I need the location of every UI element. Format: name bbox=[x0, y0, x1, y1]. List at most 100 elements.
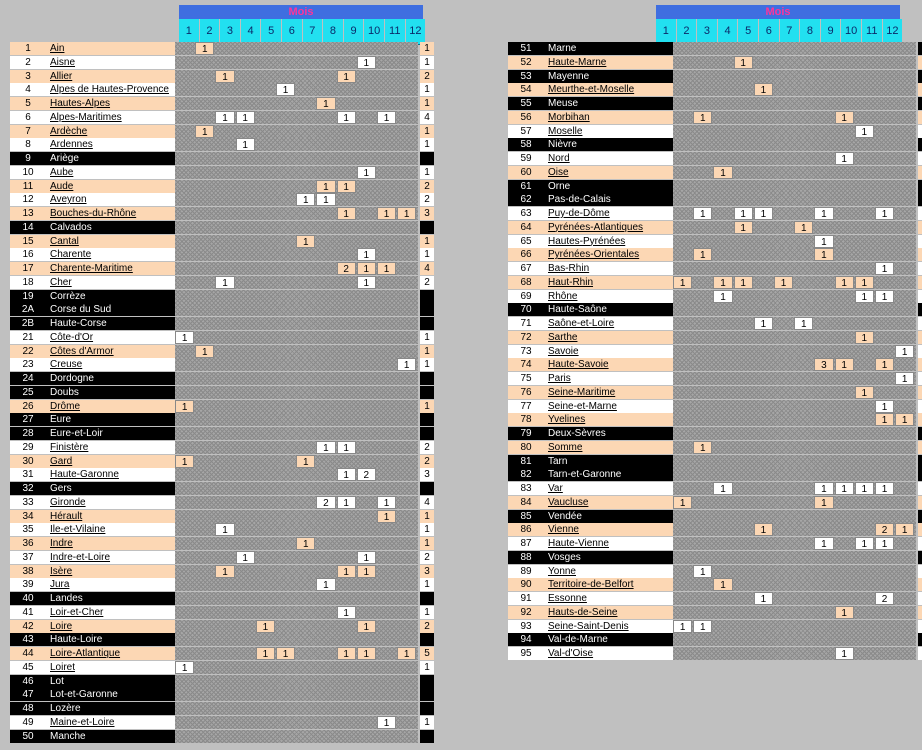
department-link[interactable]: Pyrénées-Orientales bbox=[544, 248, 673, 262]
month-cells: 1 bbox=[673, 124, 916, 138]
month-cell bbox=[794, 331, 813, 344]
month-cell: 1 bbox=[834, 605, 854, 619]
department-link[interactable]: Charente bbox=[46, 248, 175, 262]
department-link[interactable]: Moselle bbox=[544, 124, 673, 138]
department-number: 9 bbox=[10, 152, 46, 165]
row-total: 1 bbox=[918, 152, 922, 165]
month-cell bbox=[814, 633, 833, 646]
department-link[interactable]: Cher bbox=[46, 275, 175, 289]
month-cell: 1 bbox=[854, 289, 874, 303]
department-link[interactable]: Oise bbox=[544, 165, 673, 179]
department-link[interactable]: Alpes de Hautes-Provence bbox=[46, 83, 175, 97]
department-link[interactable]: Jura bbox=[46, 578, 175, 592]
department-link[interactable]: Haute-Marne bbox=[544, 55, 673, 69]
department-link[interactable]: Aveyron bbox=[46, 193, 175, 207]
month-cell bbox=[713, 235, 732, 248]
department-link[interactable]: Alpes-Maritimes bbox=[46, 110, 175, 124]
department-link[interactable]: Côtes d'Armor bbox=[46, 344, 175, 358]
department-link[interactable]: Hérault bbox=[46, 509, 175, 523]
department-link[interactable]: Hautes-Alpes bbox=[46, 97, 175, 110]
department-link[interactable]: Indre bbox=[46, 537, 175, 550]
month-cell bbox=[774, 441, 793, 454]
department-link[interactable]: Loiret bbox=[46, 660, 175, 674]
department-link[interactable]: Aude bbox=[46, 179, 175, 193]
department-link[interactable]: Ardèche bbox=[46, 124, 175, 138]
department-link[interactable]: Pyrénées-Atlantiques bbox=[544, 220, 673, 234]
month-cells bbox=[175, 372, 418, 385]
department-link[interactable]: Finistère bbox=[46, 440, 175, 454]
department-link[interactable]: Seine-et-Marne bbox=[544, 399, 673, 413]
month-cell bbox=[693, 372, 712, 385]
department-link[interactable]: Saône-et-Loire bbox=[544, 317, 673, 330]
month-cell bbox=[175, 276, 194, 289]
month-cell bbox=[673, 633, 692, 646]
department-link[interactable]: Allier bbox=[46, 69, 175, 83]
department-link[interactable]: Haute-Garonne bbox=[46, 468, 175, 482]
month-cell bbox=[175, 125, 194, 138]
department-link[interactable]: Loire-Atlantique bbox=[46, 647, 175, 660]
department-link[interactable]: Loire bbox=[46, 619, 175, 633]
department-link[interactable]: Ain bbox=[46, 42, 175, 55]
month-cell bbox=[774, 455, 793, 468]
department-link[interactable]: Indre-et-Loire bbox=[46, 550, 175, 564]
row-total bbox=[918, 550, 922, 564]
department-link[interactable]: Haute-Vienne bbox=[544, 537, 673, 550]
month-cell bbox=[236, 262, 255, 275]
department-link[interactable]: Charente-Maritime bbox=[46, 262, 175, 275]
department-link[interactable]: Seine-Maritime bbox=[544, 385, 673, 399]
department-link[interactable]: Savoie bbox=[544, 344, 673, 358]
department-link[interactable]: Yvelines bbox=[544, 413, 673, 427]
department-link[interactable]: Gard bbox=[46, 454, 175, 468]
department-link[interactable]: Var bbox=[544, 482, 673, 495]
department-link[interactable]: Aisne bbox=[46, 55, 175, 69]
department-link[interactable]: Vienne bbox=[544, 523, 673, 537]
department-link[interactable]: Côte-d'Or bbox=[46, 330, 175, 344]
department-link[interactable]: Ile-et-Vilaine bbox=[46, 523, 175, 537]
department-link[interactable]: Gironde bbox=[46, 495, 175, 509]
month-cell bbox=[377, 661, 396, 674]
department-link[interactable]: Hauts-de-Seine bbox=[544, 605, 673, 619]
department-link[interactable]: Haute-Savoie bbox=[544, 358, 673, 372]
department-link[interactable]: Paris bbox=[544, 372, 673, 385]
department-link[interactable]: Morbihan bbox=[544, 110, 673, 124]
department-link[interactable]: Vaucluse bbox=[544, 495, 673, 509]
department-link[interactable]: Essonne bbox=[544, 592, 673, 605]
department-link[interactable]: Val-d'Oise bbox=[544, 647, 673, 660]
department-link[interactable]: Yonne bbox=[544, 564, 673, 578]
department-link[interactable]: Sarthe bbox=[544, 330, 673, 344]
month-cell bbox=[357, 537, 376, 550]
table-row: 53 Mayenne bbox=[508, 69, 922, 83]
month-cell bbox=[774, 138, 793, 151]
department-link[interactable]: Territoire-de-Belfort bbox=[544, 578, 673, 592]
department-link[interactable]: Puy-de-Dôme bbox=[544, 207, 673, 220]
department-link[interactable]: Rhône bbox=[544, 289, 673, 303]
department-link[interactable]: Loir-et-Cher bbox=[46, 605, 175, 619]
month-cell bbox=[734, 482, 753, 495]
department-link[interactable]: Seine-Saint-Denis bbox=[544, 619, 673, 633]
department-link[interactable]: Nord bbox=[544, 152, 673, 165]
department-link[interactable]: Ardennes bbox=[46, 138, 175, 152]
department-link[interactable]: Maine-et-Loire bbox=[46, 715, 175, 729]
month-cell bbox=[256, 702, 275, 715]
department-link[interactable]: Creuse bbox=[46, 358, 175, 372]
month-cell bbox=[734, 606, 753, 619]
month-cell bbox=[337, 551, 356, 564]
row-total bbox=[420, 372, 434, 385]
month-cell bbox=[357, 345, 376, 358]
month-cell bbox=[276, 152, 295, 165]
department-link[interactable]: Aube bbox=[46, 165, 175, 179]
department-link[interactable]: Haut-Rhin bbox=[544, 275, 673, 289]
department-link[interactable]: Somme bbox=[544, 440, 673, 454]
month-cell bbox=[296, 413, 315, 426]
department-link[interactable]: Drôme bbox=[46, 399, 175, 413]
department-link[interactable]: Cantal bbox=[46, 234, 175, 248]
department-link[interactable]: Bas-Rhin bbox=[544, 262, 673, 275]
month-cell bbox=[175, 551, 194, 564]
table-row: 32 Gers bbox=[10, 482, 434, 495]
department-link[interactable]: Bouches-du-Rhône bbox=[46, 207, 175, 220]
department-number: 81 bbox=[508, 454, 544, 468]
department-link[interactable]: Isère bbox=[46, 564, 175, 578]
department-link[interactable]: Hautes-Pyrénées bbox=[544, 234, 673, 248]
department-link[interactable]: Meurthe-et-Moselle bbox=[544, 83, 673, 97]
